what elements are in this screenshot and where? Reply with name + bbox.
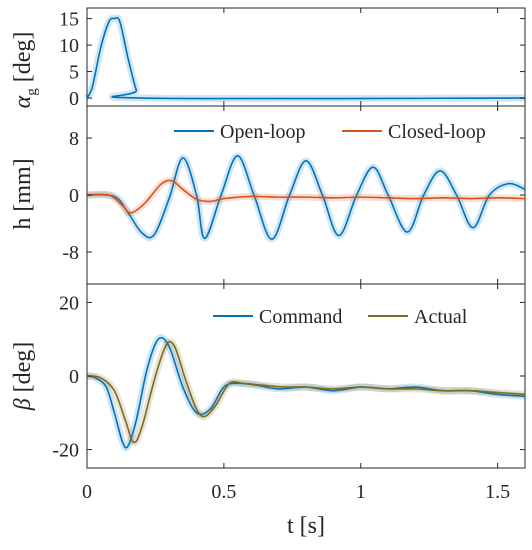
panel-h-legend: Open-loop Closed-loop (174, 121, 486, 143)
h-open-loop-line (86, 155, 526, 240)
xtick-label: 1.5 (485, 481, 510, 503)
beta-ytick-label: -20 (52, 440, 79, 462)
xtick-label: 1 (356, 481, 366, 503)
panel-alpha-yticks: 0 5 10 15 (59, 9, 525, 110)
legend-closed-loop-label: Closed-loop (388, 121, 486, 143)
xtick-label: 0.5 (211, 481, 236, 503)
x-axis-label: t [s] (287, 513, 325, 539)
legend-actual-label: Actual (414, 306, 468, 328)
beta-actual-line (86, 340, 526, 444)
panel-h: -8 0 8 h [mm] Open-loop Closed-loop (10, 105, 527, 285)
alpha-ytick-label: 0 (69, 88, 79, 110)
panel-beta-series (86, 284, 526, 468)
h-ytick-label: -8 (62, 242, 79, 264)
beta-command-line (86, 336, 526, 449)
panel-h-yticks: -8 0 8 (62, 128, 525, 264)
panel-h-ylabel: h [mm] (10, 158, 36, 229)
alpha-ytick-label: 10 (59, 35, 79, 57)
panel-h-series (86, 106, 527, 284)
panel-alpha: 0 5 10 15 αg [deg] (10, 7, 526, 110)
alpha-ytick-label: 5 (69, 62, 79, 84)
legend-command-label: Command (259, 306, 342, 328)
h-ytick-label: 0 (69, 185, 79, 207)
panel-beta-yticks: -20 0 20 (52, 292, 525, 462)
alpha-ytick-label: 15 (59, 9, 79, 31)
panel-beta-xticks: 0 0.5 1 1.5 (82, 481, 510, 503)
xtick-label: 0 (82, 481, 92, 503)
h-ytick-label: 8 (69, 128, 79, 150)
alpha-series-band (83, 14, 526, 103)
beta-ytick-label: 20 (59, 292, 79, 314)
panel-alpha-ylabel: αg [deg] (10, 32, 40, 109)
beta-ytick-label: 0 (69, 366, 79, 388)
panel-alpha-frame (86, 7, 526, 107)
panel-alpha-series (83, 8, 526, 106)
panel-beta-ylabel: β [deg] (10, 342, 36, 412)
h-closed-loop-line (86, 179, 526, 214)
legend-open-loop-label: Open-loop (220, 121, 306, 143)
panel-beta-legend: Command Actual (213, 306, 468, 328)
alpha-series-line (86, 16, 526, 100)
